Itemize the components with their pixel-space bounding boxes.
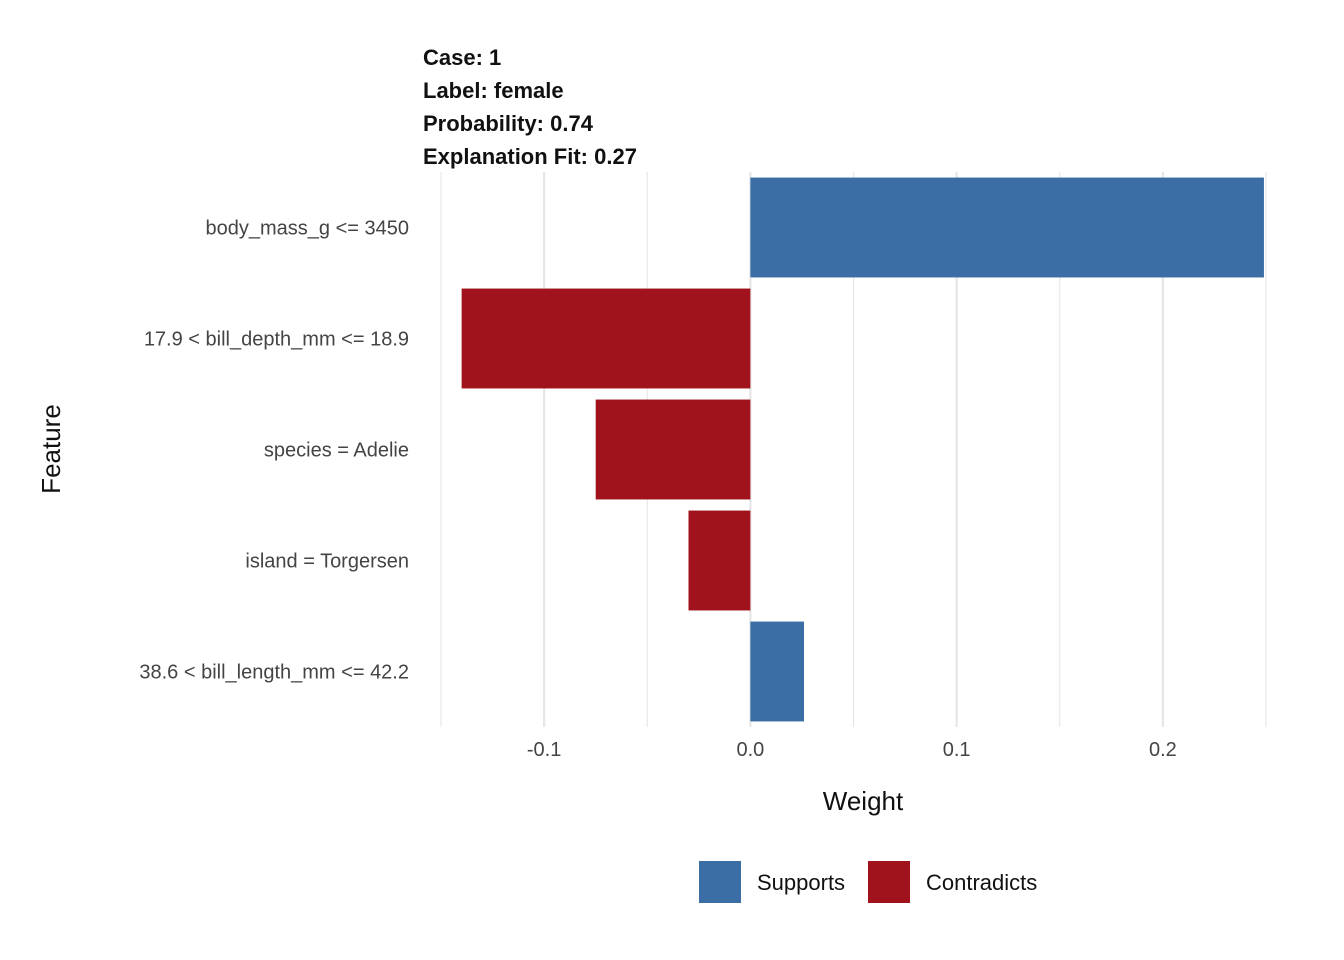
title-line: Explanation Fit: 0.27 bbox=[423, 144, 637, 169]
x-tick-label: 0.1 bbox=[943, 739, 971, 761]
x-tick-label: -0.1 bbox=[527, 739, 561, 761]
y-tick-label: 38.6 < bill_length_mm <= 42.2 bbox=[139, 662, 409, 684]
bar-contradicts bbox=[688, 510, 751, 611]
title-line: Label: female bbox=[423, 78, 564, 103]
chart-title: Case: 1 Label: female Probability: 0.74 Exp… bbox=[423, 45, 637, 169]
bar-supports bbox=[750, 621, 804, 722]
y-tick-labels: body_mass_g <= 3450 17.9 < bill_depth_mm … bbox=[139, 218, 409, 684]
x-axis-title: Weight bbox=[823, 786, 904, 816]
bar-contradicts bbox=[461, 288, 751, 389]
legend-label-supports: Supports bbox=[757, 870, 845, 895]
title-line: Probability: 0.74 bbox=[423, 111, 594, 136]
x-tick-label: 0.2 bbox=[1149, 739, 1177, 761]
legend-swatch-contradicts bbox=[868, 861, 910, 903]
y-tick-label: body_mass_g <= 3450 bbox=[206, 218, 410, 240]
x-tick-label: 0.0 bbox=[736, 739, 764, 761]
legend-label-contradicts: Contradicts bbox=[926, 870, 1037, 895]
y-tick-label: species = Adelie bbox=[264, 440, 409, 462]
title-line: Case: 1 bbox=[423, 45, 501, 70]
x-tick-labels: -0.1 0.0 0.1 0.2 bbox=[527, 739, 1177, 761]
y-tick-label: 17.9 < bill_depth_mm <= 18.9 bbox=[144, 329, 409, 351]
legend: Supports Contradicts bbox=[699, 861, 1037, 903]
y-axis-title: Feature bbox=[36, 404, 66, 494]
legend-swatch-supports bbox=[699, 861, 741, 903]
bars bbox=[461, 177, 1264, 722]
bar-contradicts bbox=[595, 399, 751, 500]
y-tick-label: island = Torgersen bbox=[245, 551, 409, 573]
bar-supports bbox=[750, 177, 1264, 278]
